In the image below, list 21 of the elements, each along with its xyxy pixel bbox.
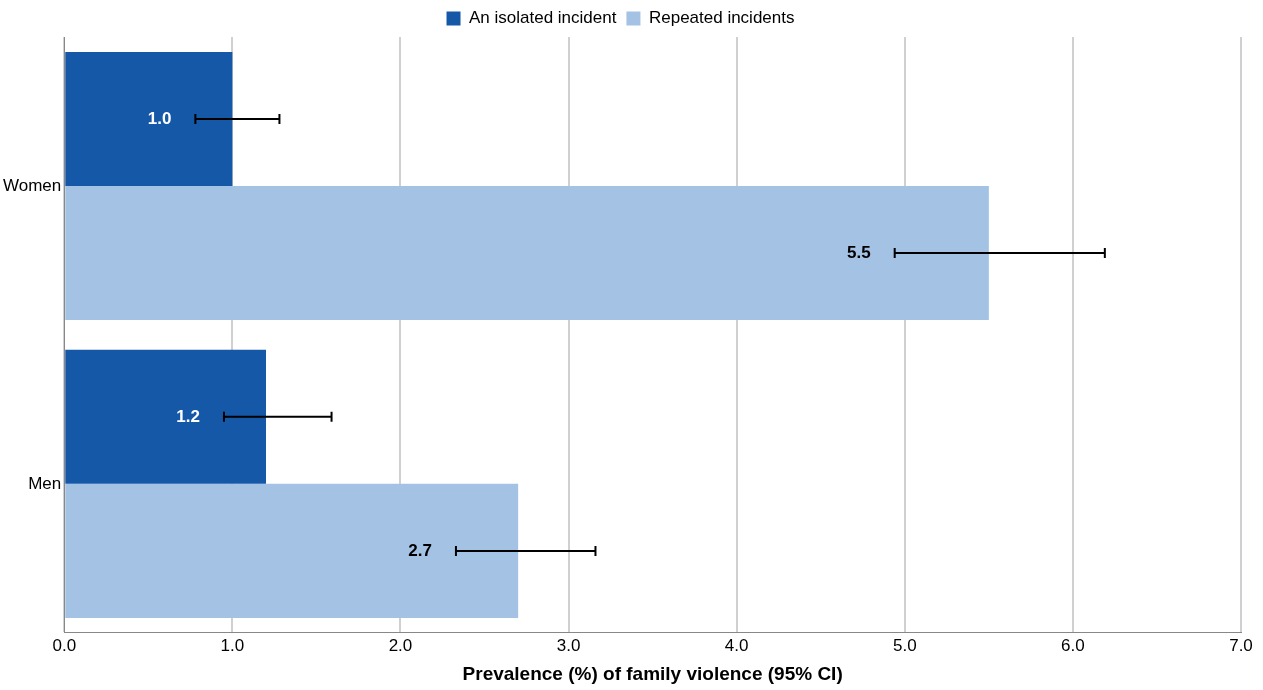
legend-label: Repeated incidents [648, 8, 795, 28]
data-label: 1.0 [147, 108, 172, 128]
x-tick-label: 5.0 [892, 635, 917, 655]
data-label: 2.7 [408, 540, 432, 560]
legend-label: An isolated incident [469, 8, 617, 28]
y-tick-label: Men [28, 473, 62, 493]
x-tick-label: 3.0 [556, 635, 581, 655]
bar [65, 349, 266, 484]
x-axis-title: Prevalence (%) of family violence (95% CI) [462, 662, 843, 684]
x-tick-label: 4.0 [724, 635, 749, 655]
bar [65, 51, 233, 186]
x-tick-label: 6.0 [1061, 635, 1085, 655]
data-label: 1.2 [176, 406, 200, 426]
bar [65, 483, 519, 618]
x-tick-label: 1.0 [220, 635, 245, 655]
x-tick-label: 2.0 [388, 635, 413, 655]
x-tick-label: 0.0 [52, 635, 77, 655]
x-tick-label: 7.0 [1229, 635, 1253, 655]
bar [65, 185, 989, 321]
data-label: 5.5 [847, 242, 871, 262]
y-tick-label: Women [3, 175, 62, 195]
